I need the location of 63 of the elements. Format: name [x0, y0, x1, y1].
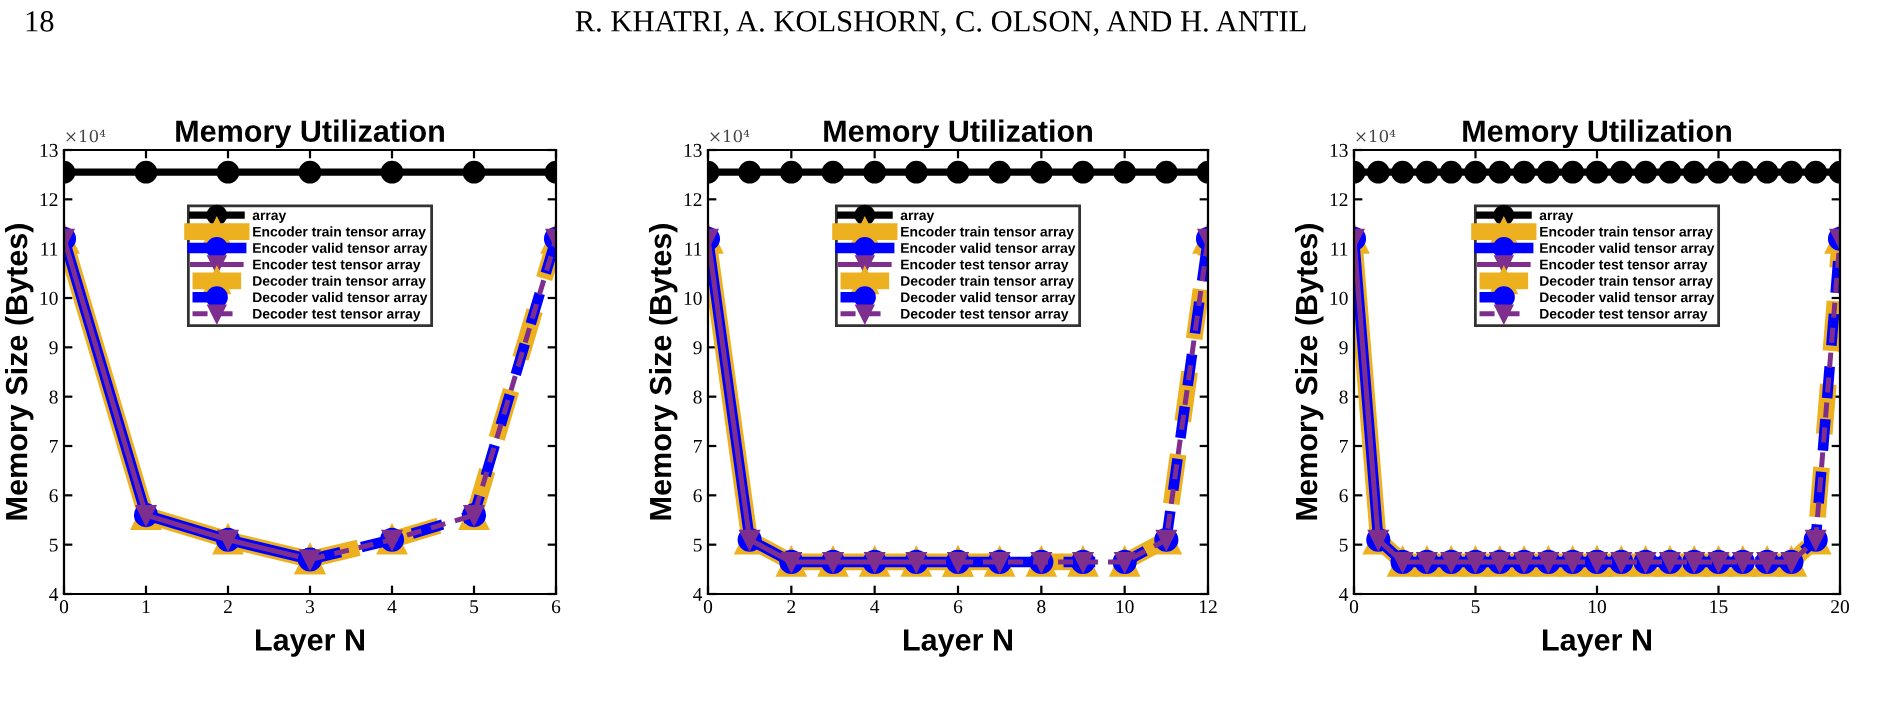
chart-title: Memory Utilization: [824, 119, 1092, 149]
x-axis-title: Layer N: [256, 629, 364, 657]
y-tick-label: 10: [40, 291, 58, 305]
x-tick-label: 4: [387, 600, 397, 614]
y-axis-title: Memory Size (Bytes): [648, 224, 678, 520]
y-tick-label: 4: [693, 587, 703, 601]
y-tick-label: 5: [1339, 538, 1348, 552]
y-tick-label: 7: [694, 440, 702, 453]
y-tick-label: 5: [693, 538, 702, 552]
x-tick-label: 6: [551, 600, 561, 614]
y-tick-label: 9: [1339, 341, 1348, 355]
text: ×10⁴: [66, 129, 106, 143]
x-tick-label: 12: [1199, 600, 1217, 614]
text: R. KHATRI, A. KOLSHORN, C. OLSON, AND H. ANTIL: [575, 11, 1306, 37]
y-axis-title: Memory Size (Bytes): [1294, 224, 1324, 520]
y-tick-label: 12: [40, 193, 58, 207]
y-tick-label: 7: [1340, 440, 1348, 453]
x-tick-label: 20: [1831, 600, 1849, 614]
y-tick-label: 9: [693, 341, 702, 355]
x-tick-label: 5: [470, 600, 479, 614]
x-tick-label: 0: [703, 600, 713, 614]
y-tick-label: 13: [684, 143, 702, 157]
y-tick-label: 8: [693, 390, 702, 404]
text: 18: [26, 11, 54, 32]
x-axis-title: Layer N: [904, 629, 1012, 657]
y-tick-label: 13: [1330, 143, 1348, 157]
x-tick-label: 2: [223, 600, 232, 614]
y-tick-label: 8: [1339, 390, 1348, 404]
y-tick-label: 5: [49, 538, 58, 552]
y-tick-label: 8: [49, 390, 58, 404]
y-tick-label: 11: [41, 242, 58, 256]
y-tick-label: 10: [684, 291, 702, 305]
y-tick-label: 7: [50, 440, 58, 453]
x-tick-label: 0: [1349, 600, 1359, 614]
x-tick-label: 3: [306, 600, 315, 614]
x-tick-label: 5: [1471, 600, 1480, 614]
x-tick-label: 8: [1037, 600, 1046, 614]
x-tick-label: 10: [1588, 600, 1606, 614]
y-axis-title: Memory Size (Bytes): [4, 224, 34, 520]
x-tick-label: 0: [59, 600, 69, 614]
chart-title: Memory Utilization: [176, 119, 444, 149]
y-tick-label: 6: [1339, 489, 1348, 503]
text: ×10⁴: [1356, 129, 1396, 143]
y-tick-label: 4: [1339, 587, 1349, 601]
y-tick-label: 6: [49, 489, 58, 503]
y-tick-label: 11: [685, 242, 702, 256]
x-tick-label: 2: [787, 600, 796, 614]
y-tick-label: 6: [693, 489, 702, 503]
y-tick-label: 4: [49, 587, 59, 601]
y-tick-label: 12: [684, 193, 702, 207]
y-tick-label: 11: [1331, 242, 1348, 256]
y-tick-label: 12: [1330, 193, 1348, 207]
x-tick-label: 6: [953, 600, 963, 614]
x-tick-label: 15: [1710, 600, 1728, 614]
x-axis-title: Layer N: [1543, 629, 1651, 657]
x-tick-label: 10: [1116, 600, 1134, 614]
y-tick-label: 13: [40, 143, 58, 157]
x-tick-label: 4: [870, 600, 880, 614]
y-tick-label: 9: [49, 341, 58, 355]
chart-title: Memory Utilization: [1463, 119, 1731, 149]
text: ×10⁴: [710, 129, 750, 143]
y-tick-label: 10: [1330, 291, 1348, 305]
x-tick-label: 1: [142, 600, 150, 614]
